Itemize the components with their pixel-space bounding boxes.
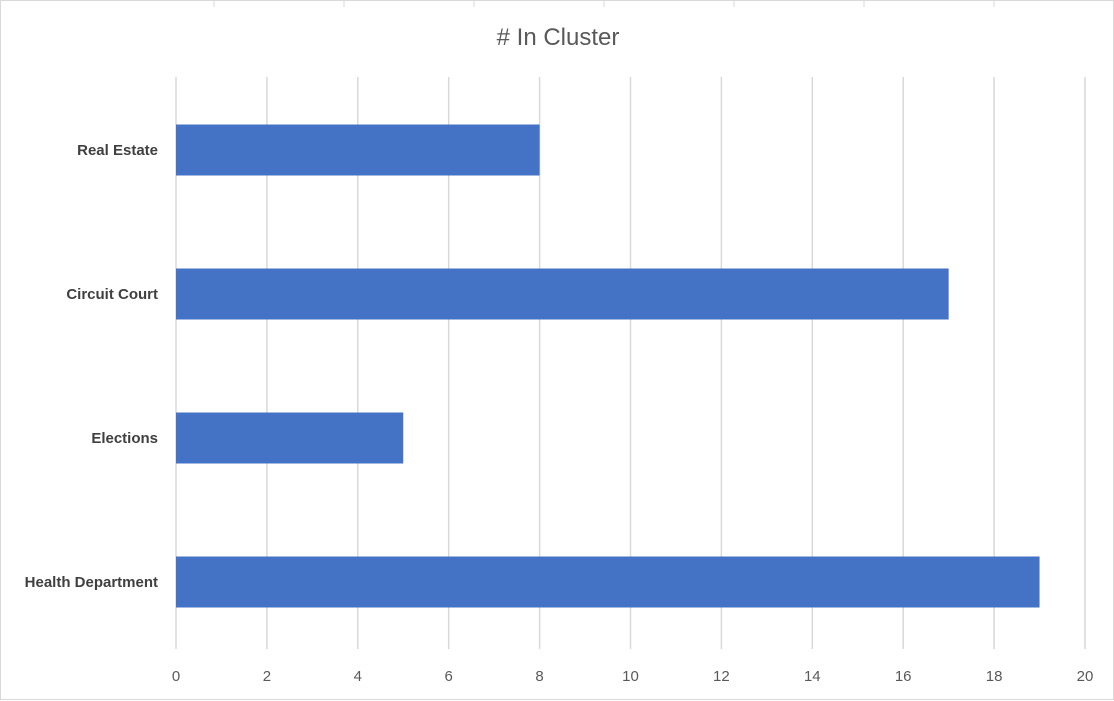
category-label: Health Department	[25, 574, 158, 591]
bar	[176, 412, 404, 464]
x-tick-label: 4	[354, 668, 362, 685]
x-tick-label: 16	[895, 668, 912, 685]
x-tick-label: 8	[535, 668, 543, 685]
category-label: Circuit Court	[66, 286, 158, 303]
x-tick-label: 2	[263, 668, 271, 685]
bar	[176, 556, 1040, 608]
x-tick-label: 12	[713, 668, 730, 685]
x-tick-label: 10	[622, 668, 639, 685]
x-tick-label: 6	[445, 668, 453, 685]
bar	[176, 268, 949, 320]
x-tick-label: 0	[172, 668, 180, 685]
category-labels: Real Estate Circuit Court Elections Health …	[25, 142, 158, 591]
category-label: Elections	[91, 430, 158, 447]
bars	[176, 124, 1040, 608]
x-tick-label: 14	[804, 668, 821, 685]
x-tick-label: 18	[986, 668, 1003, 685]
chart-title: # In Cluster	[497, 24, 620, 51]
bar	[176, 124, 540, 176]
category-label: Real Estate	[77, 142, 158, 159]
top-edge-ticks	[213, 1, 995, 7]
x-tick-labels: 0 2 4 6 8 10 12 14 16 18 20	[172, 668, 1094, 685]
x-tick-label: 20	[1077, 668, 1094, 685]
